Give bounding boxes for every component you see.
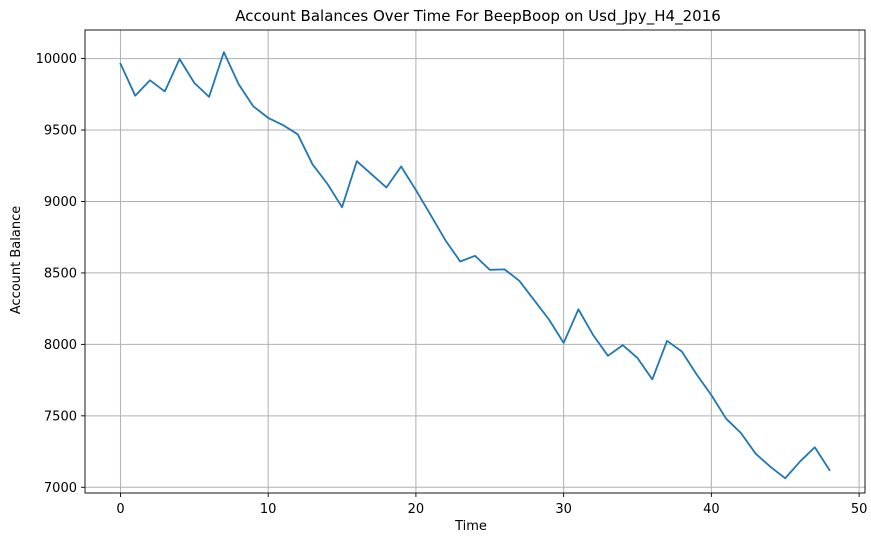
series-line xyxy=(119,51,831,480)
plot-area xyxy=(84,29,866,494)
y-tick-label: 8000 xyxy=(44,338,77,353)
x-tick-label: 50 xyxy=(851,502,868,517)
y-tick-label: 9000 xyxy=(44,195,77,210)
x-tick-label: 0 xyxy=(116,502,124,517)
x-tick-label: 10 xyxy=(260,502,277,517)
y-tick-label: 8500 xyxy=(44,266,77,281)
x-tick-label: 20 xyxy=(408,502,425,517)
x-tick-label: 30 xyxy=(555,502,572,517)
y-tick-label: 9500 xyxy=(44,124,77,139)
axis-ticks: 0 10 20 30 40 50 7000 7500 8000 8500 9000 9500 10000 xyxy=(36,52,868,517)
x-tick-label: 40 xyxy=(703,502,720,517)
chart-title: Account Balances Over Time For BeepBoop … xyxy=(235,7,721,26)
grid-lines xyxy=(85,30,865,493)
y-tick-label: 7000 xyxy=(44,481,77,496)
series-layer xyxy=(119,51,831,480)
y-axis-label: Account Balance xyxy=(9,206,24,314)
x-axis-label: Time xyxy=(454,519,487,534)
y-tick-label: 7500 xyxy=(44,409,77,424)
y-tick-label: 10000 xyxy=(36,52,77,67)
